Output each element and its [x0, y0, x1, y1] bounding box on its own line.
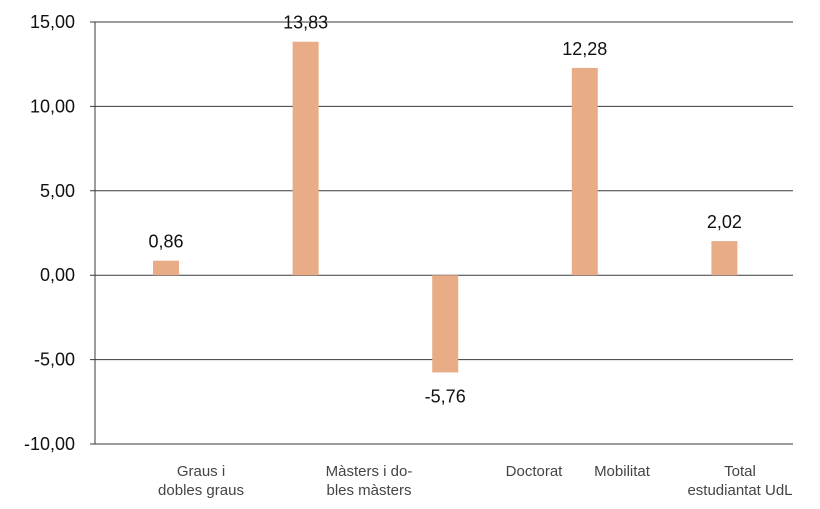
bar — [571, 67, 598, 276]
data-label: -5,76 — [425, 386, 466, 406]
y-tick-label: -5,00 — [34, 350, 75, 370]
bar — [153, 260, 179, 276]
category-label: Mobilitat — [594, 463, 651, 480]
bar — [711, 241, 738, 276]
data-label: 12,28 — [562, 39, 607, 59]
y-tick-label: 5,00 — [40, 181, 75, 201]
data-label: 2,02 — [707, 212, 742, 232]
category-label: Graus i dobles graus — [158, 463, 244, 499]
data-labels: 0,86 13,83 -5,76 12,28 2,02 — [148, 13, 741, 407]
y-tick-label: 0,00 — [40, 265, 75, 285]
bar — [432, 275, 459, 373]
data-label: 0,86 — [148, 232, 183, 252]
y-tick-label: -10,00 — [24, 434, 75, 454]
category-labels: Graus i dobles graus Màsters i do-bles màs… — [158, 463, 792, 499]
gridlines — [90, 21, 793, 445]
y-tick-label: 10,00 — [30, 96, 75, 116]
y-axis: 15,00 10,00 5,00 0,00 -5,00 -10,00 — [24, 12, 96, 454]
data-label: 13,83 — [283, 13, 328, 33]
category-label: Total estudiantat UdL — [687, 463, 792, 499]
category-label: Doctorat — [506, 463, 564, 480]
category-label: Màsters i do-bles màsters — [326, 463, 413, 499]
bar — [292, 41, 319, 276]
y-tick-label: 15,00 — [30, 12, 75, 32]
bars — [153, 41, 738, 373]
